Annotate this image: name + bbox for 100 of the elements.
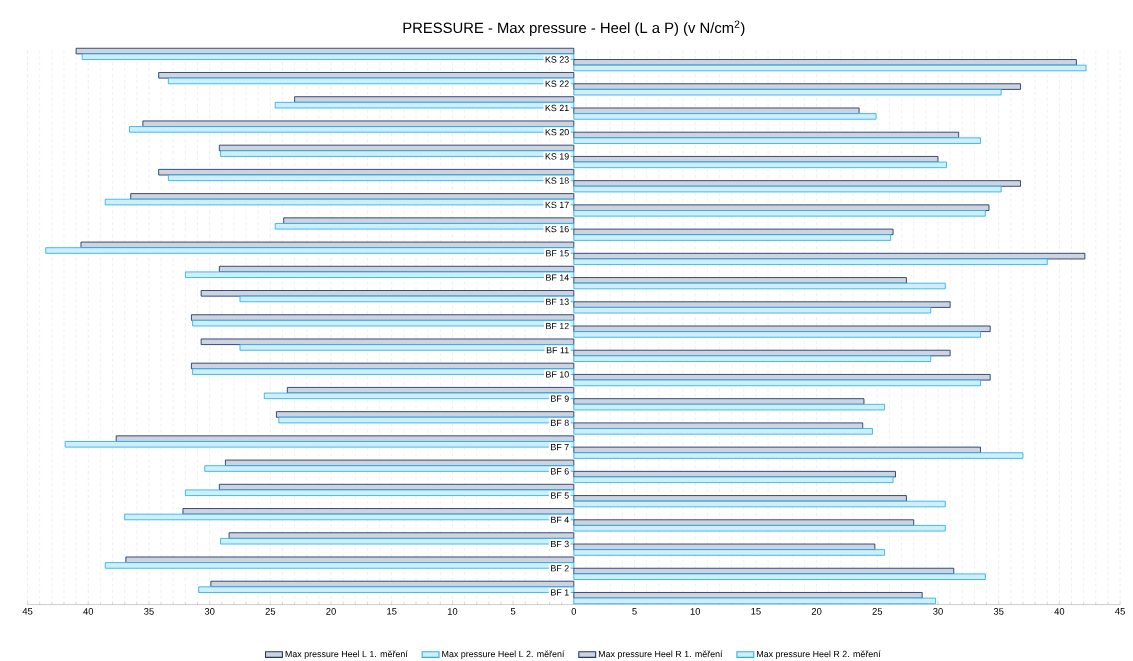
x-tick-label: 10 xyxy=(447,608,458,615)
x-tick-label: 35 xyxy=(144,608,154,615)
bar xyxy=(130,193,575,200)
bar xyxy=(573,422,864,430)
bar xyxy=(573,185,1002,193)
y-tick-label: BF 3 xyxy=(551,540,569,548)
bar xyxy=(573,137,981,144)
bar xyxy=(80,241,575,249)
y-tick-label: BF 4 xyxy=(551,516,569,523)
legend-label: Max pressure Heel L 2. měření xyxy=(442,650,565,659)
bar xyxy=(573,495,907,502)
y-tick-label: KS 16 xyxy=(545,225,569,233)
bar xyxy=(573,161,947,169)
x-tick-label: 45 xyxy=(1115,608,1125,615)
x-tick-label: 30 xyxy=(933,608,943,615)
bar xyxy=(573,59,1077,66)
bar xyxy=(573,228,894,236)
y-tick-label: BF 14 xyxy=(546,274,569,281)
bar xyxy=(573,355,932,362)
y-tick-label: KS 18 xyxy=(545,177,569,184)
x-tick-label: 25 xyxy=(872,608,883,615)
bar xyxy=(228,532,575,539)
y-tick-label: BF 15 xyxy=(546,250,569,257)
bar xyxy=(573,446,981,454)
y-tick-label: BF 9 xyxy=(551,395,569,402)
bar xyxy=(573,331,981,338)
y-tick-label: BF 13 xyxy=(546,298,569,305)
y-tick-label: BF 2 xyxy=(551,565,569,572)
x-tick-label: 30 xyxy=(204,608,215,615)
bar xyxy=(184,489,575,497)
y-tick-label: BF 8 xyxy=(551,419,569,427)
y-tick-label: BF 10 xyxy=(546,371,569,378)
legend-label: Max pressure Heel L 1. měření xyxy=(285,650,408,659)
x-tick-label: 15 xyxy=(751,608,761,615)
bar xyxy=(573,398,865,405)
bar xyxy=(190,314,575,321)
bar xyxy=(573,301,951,308)
chart-title: PRESSURE - Max pressure - Heel (L a P) (v N/cm$^{2}$) xyxy=(403,20,745,37)
bar xyxy=(573,258,1048,266)
y-tick-label: KS 19 xyxy=(545,153,569,160)
bar xyxy=(573,325,991,333)
x-tick-label: 20 xyxy=(811,608,822,615)
y-tick-label: BF 11 xyxy=(546,347,569,354)
bar xyxy=(573,403,886,411)
bar xyxy=(104,198,575,206)
x-tick-label: 5 xyxy=(510,608,516,615)
x-tick-label: 45 xyxy=(22,608,33,615)
bar xyxy=(573,597,937,605)
x-tick-label: 15 xyxy=(387,608,397,615)
y-tick-label: KS 17 xyxy=(545,201,569,209)
bar xyxy=(573,379,981,387)
bar xyxy=(573,500,946,508)
y-tick-label: KS 21 xyxy=(545,104,569,112)
bar xyxy=(573,234,892,241)
bar xyxy=(81,53,575,61)
bar xyxy=(573,452,1024,459)
y-tick-label: KS 22 xyxy=(545,80,569,87)
bar xyxy=(573,64,1087,72)
x-tick-label: 5 xyxy=(632,608,637,615)
y-tick-label: BF 6 xyxy=(551,468,569,475)
bar xyxy=(573,519,915,526)
bar xyxy=(573,282,946,290)
bar xyxy=(167,174,575,182)
x-tick-label: 10 xyxy=(690,608,701,615)
bar xyxy=(115,435,575,442)
bar xyxy=(573,549,886,556)
bar xyxy=(573,476,894,484)
x-tick-label: 35 xyxy=(993,608,1004,615)
bar xyxy=(573,83,1021,90)
y-tick-label: KS 23 xyxy=(545,56,569,63)
bar xyxy=(239,295,575,303)
bar xyxy=(224,459,575,467)
bar xyxy=(573,573,986,580)
x-tick-label: 25 xyxy=(265,608,276,615)
y-tick-label: BF 1 xyxy=(551,589,569,596)
legend-label: Max pressure Heel R 1. měření xyxy=(598,650,723,659)
bar xyxy=(573,107,860,115)
x-tick-label: 40 xyxy=(83,608,94,615)
bar xyxy=(283,217,575,224)
bar xyxy=(573,543,876,551)
bar xyxy=(184,271,575,279)
bar xyxy=(192,319,575,327)
y-tick-label: BF 5 xyxy=(551,492,569,499)
bar xyxy=(142,120,575,128)
bar xyxy=(573,88,1002,96)
bar xyxy=(125,556,575,564)
x-tick-label: 20 xyxy=(326,608,336,615)
y-tick-label: BF 7 xyxy=(551,444,569,451)
bar xyxy=(275,411,575,418)
bar xyxy=(573,180,1021,187)
bar xyxy=(573,113,877,120)
bar xyxy=(573,204,990,211)
x-tick-label: 0 xyxy=(571,608,577,615)
bar xyxy=(294,96,575,103)
bar xyxy=(167,77,575,85)
y-tick-label: BF 12 xyxy=(546,322,569,330)
bar xyxy=(573,210,986,217)
x-tick-label: 40 xyxy=(1054,608,1065,615)
bar xyxy=(263,392,575,400)
y-tick-label: KS 20 xyxy=(545,129,569,136)
